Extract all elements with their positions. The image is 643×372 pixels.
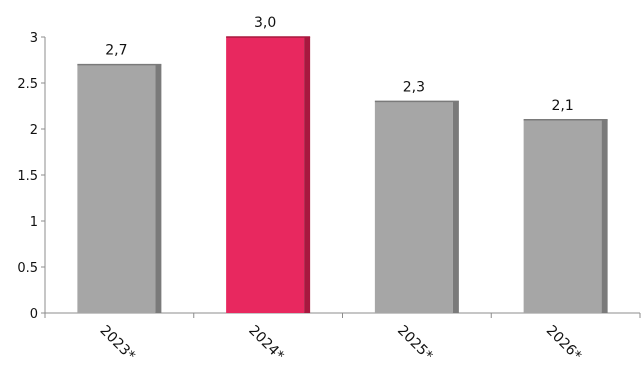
data-label: 2,7 (105, 43, 127, 59)
y-tick-label: 2.5 (17, 77, 38, 92)
bar-face (226, 37, 305, 313)
data-label: 3,0 (254, 15, 276, 31)
bar-face (374, 101, 453, 314)
data-label: 2,1 (551, 98, 573, 114)
x-axis: 2023* 2024* 2025* 2026* (44, 312, 641, 364)
bars (77, 36, 608, 314)
x-tick-label: 2026* (543, 323, 584, 364)
x-tick-label: 2024* (245, 323, 286, 364)
bar-face (77, 64, 156, 313)
y-tick-label: 0 (30, 307, 38, 322)
y-tick-label: 1.5 (17, 169, 38, 184)
data-labels: 2,7 3,0 2,3 2,1 (105, 15, 574, 114)
bar-face (523, 119, 602, 313)
bar-2026 (523, 119, 608, 313)
bar-side (304, 37, 311, 313)
y-axis: 0 0.5 1 1.5 2 2.5 3 (17, 31, 46, 322)
bar-side (601, 119, 608, 313)
x-tick-label: 2025* (394, 323, 435, 364)
x-tick-label: 2023* (97, 323, 138, 364)
y-tick-label: 0.5 (17, 261, 38, 276)
y-tick-label: 2 (30, 123, 38, 138)
bar-side (452, 101, 459, 314)
bar-2024 (226, 36, 311, 313)
data-label: 2,3 (403, 79, 425, 95)
y-tick-label: 1 (30, 215, 38, 230)
bar-2023 (77, 63, 162, 313)
bar-side (155, 64, 162, 313)
bar-2025 (374, 100, 459, 314)
y-tick-label: 3 (30, 31, 38, 46)
